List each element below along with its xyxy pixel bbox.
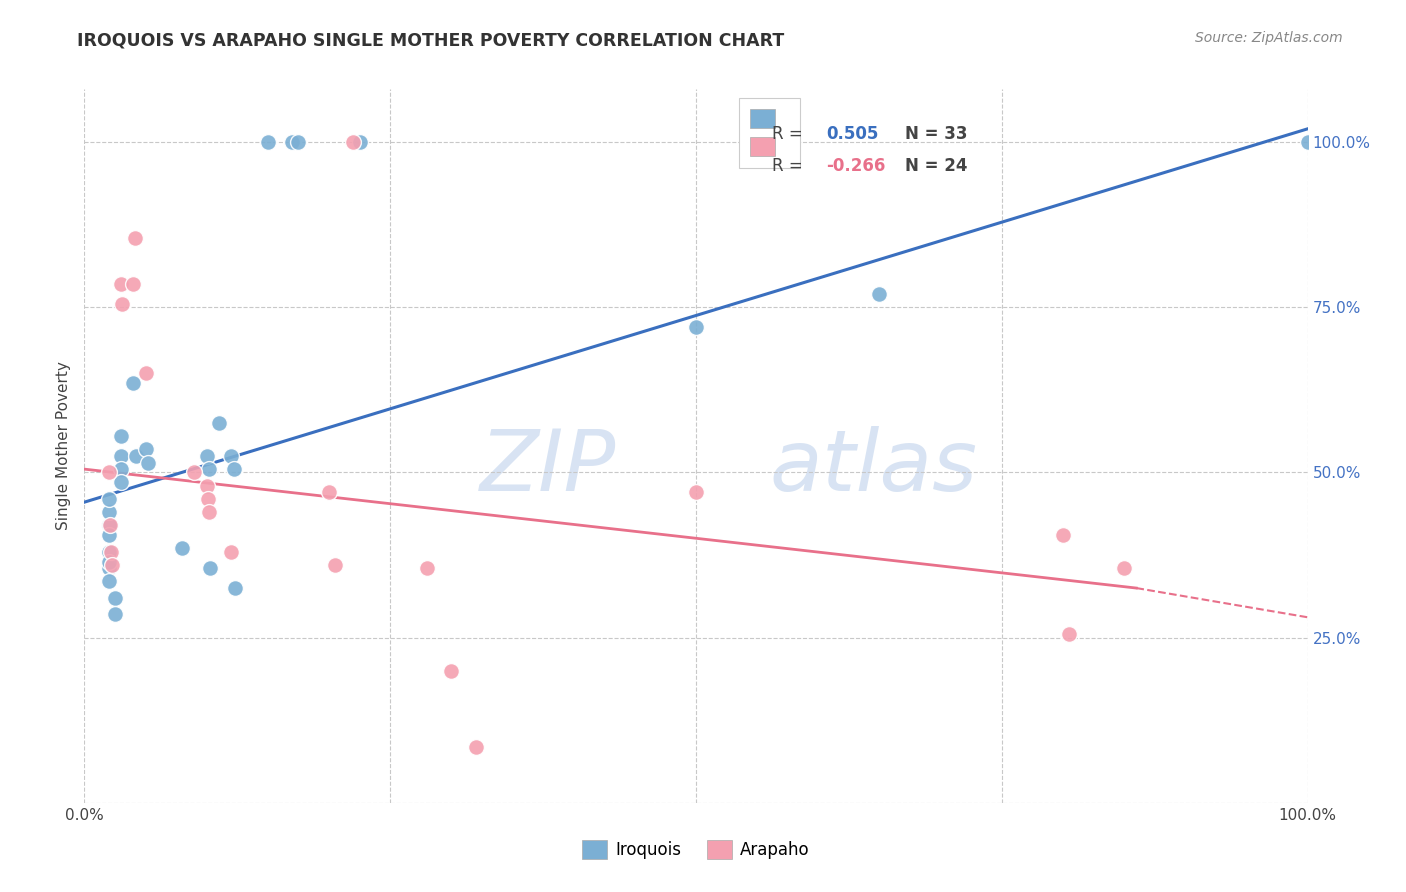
Point — [104, 607, 127, 622]
Point — [135, 367, 157, 381]
Point — [869, 287, 891, 301]
Point — [100, 545, 122, 559]
Point — [104, 591, 127, 605]
Point — [124, 231, 146, 245]
Point — [97, 505, 120, 519]
Point — [287, 135, 309, 149]
Text: -0.266: -0.266 — [825, 157, 886, 175]
Point — [101, 558, 124, 572]
Point — [110, 449, 132, 463]
Text: Source: ZipAtlas.com: Source: ZipAtlas.com — [1195, 31, 1343, 45]
Point — [318, 485, 340, 500]
Legend: Iroquois, Arapaho: Iroquois, Arapaho — [575, 833, 817, 866]
Point — [416, 561, 439, 575]
Point — [342, 135, 364, 149]
Point — [111, 297, 134, 311]
Text: N = 33: N = 33 — [904, 125, 967, 144]
Text: N = 24: N = 24 — [904, 157, 967, 175]
Point — [1114, 561, 1136, 575]
Point — [1052, 528, 1074, 542]
Text: R =: R = — [772, 157, 808, 175]
Point — [440, 664, 463, 678]
Point — [97, 528, 120, 542]
Point — [208, 416, 231, 430]
Point — [110, 462, 132, 476]
Point — [198, 462, 221, 476]
Point — [97, 555, 120, 569]
Point — [200, 561, 222, 575]
Point — [195, 449, 218, 463]
Point — [110, 277, 132, 292]
Point — [1296, 135, 1319, 149]
Text: IROQUOIS VS ARAPAHO SINGLE MOTHER POVERTY CORRELATION CHART: IROQUOIS VS ARAPAHO SINGLE MOTHER POVERT… — [77, 31, 785, 49]
Point — [219, 545, 242, 559]
Point — [685, 320, 707, 334]
Point — [97, 561, 120, 575]
Point — [685, 485, 707, 500]
Point — [183, 466, 205, 480]
Text: R =: R = — [772, 125, 808, 144]
Point — [98, 518, 121, 533]
Point — [110, 475, 132, 490]
Point — [97, 545, 120, 559]
Point — [1057, 627, 1080, 641]
Point — [349, 135, 371, 149]
Y-axis label: Single Mother Poverty: Single Mother Poverty — [56, 361, 72, 531]
Point — [222, 462, 245, 476]
Point — [136, 456, 159, 470]
Text: 0.505: 0.505 — [825, 125, 879, 144]
Point — [110, 429, 132, 443]
Point — [464, 739, 486, 754]
Point — [97, 574, 120, 589]
Point — [224, 581, 246, 595]
Point — [122, 277, 145, 292]
Point — [197, 491, 219, 506]
Point — [135, 442, 157, 457]
Text: ZIP: ZIP — [481, 425, 616, 509]
Point — [125, 449, 148, 463]
Point — [97, 466, 120, 480]
Point — [97, 518, 120, 533]
Point — [122, 376, 145, 391]
Point — [257, 135, 280, 149]
Point — [172, 541, 194, 556]
Text: atlas: atlas — [769, 425, 977, 509]
Point — [198, 505, 221, 519]
Point — [195, 478, 218, 492]
Point — [97, 491, 120, 506]
Point — [281, 135, 304, 149]
Point — [219, 449, 242, 463]
Point — [323, 558, 346, 572]
